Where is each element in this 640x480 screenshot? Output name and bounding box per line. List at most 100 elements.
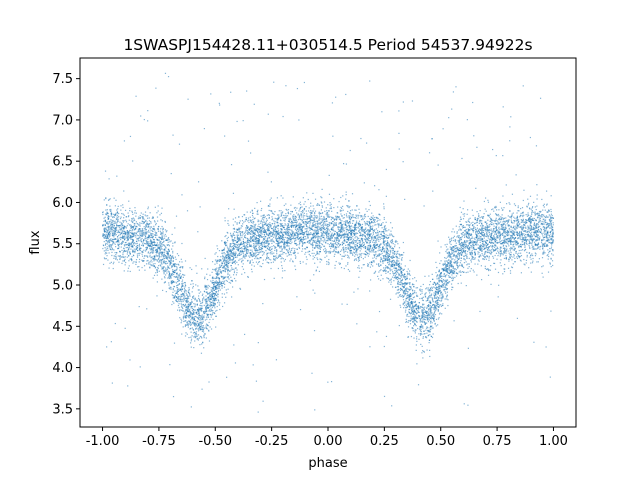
- data-point: [113, 230, 115, 232]
- data-point: [258, 249, 260, 251]
- data-point: [448, 265, 450, 267]
- data-point: [476, 230, 478, 233]
- data-point: [102, 223, 104, 226]
- data-point: [242, 251, 244, 253]
- data-point: [263, 244, 265, 246]
- data-point: [457, 261, 459, 264]
- data-point: [153, 265, 155, 267]
- data-point: [129, 232, 132, 234]
- data-point: [142, 242, 144, 244]
- data-point: [204, 299, 206, 302]
- data-point: [339, 229, 341, 231]
- data-point: [496, 240, 498, 242]
- data-point: [130, 258, 132, 260]
- data-point: [246, 248, 248, 251]
- data-point: [313, 224, 316, 226]
- data-point: [380, 256, 382, 259]
- data-point: [181, 266, 183, 268]
- data-point: [215, 299, 217, 301]
- data-point: [541, 232, 543, 234]
- data-point: [363, 229, 365, 231]
- data-point: [191, 291, 193, 293]
- data-point: [224, 259, 226, 262]
- data-point: [109, 222, 111, 224]
- data-point: [190, 338, 193, 340]
- data-point: [358, 267, 360, 269]
- data-point: [455, 225, 457, 227]
- data-point: [145, 225, 147, 228]
- data-point: [346, 220, 348, 223]
- data-point: [321, 234, 323, 236]
- data-point: [321, 205, 323, 207]
- data-point: [128, 237, 130, 239]
- data-point: [428, 152, 431, 154]
- data-point: [159, 230, 161, 232]
- data-point: [527, 231, 529, 233]
- data-point: [111, 220, 113, 222]
- data-point: [399, 267, 401, 269]
- data-point: [280, 241, 282, 244]
- data-point: [126, 235, 128, 237]
- data-point: [285, 228, 287, 231]
- data-point: [257, 225, 259, 227]
- data-point: [197, 338, 199, 340]
- data-point: [336, 215, 338, 218]
- data-point: [523, 235, 526, 237]
- data-point: [471, 228, 473, 231]
- data-point: [481, 247, 483, 249]
- data-point: [552, 224, 554, 226]
- data-point: [551, 228, 553, 230]
- data-point: [472, 256, 474, 259]
- data-point: [442, 264, 444, 266]
- data-point: [280, 245, 282, 247]
- data-point: [466, 257, 468, 259]
- data-point: [533, 201, 535, 203]
- data-point: [123, 214, 125, 216]
- data-point: [268, 258, 270, 260]
- data-point: [252, 253, 254, 255]
- data-point: [179, 300, 181, 303]
- data-point: [389, 245, 391, 247]
- data-point: [166, 250, 168, 252]
- data-point: [133, 250, 135, 252]
- data-point: [249, 211, 252, 213]
- data-point: [193, 309, 195, 311]
- data-point: [256, 230, 258, 232]
- data-point: [268, 262, 270, 264]
- data-point: [383, 203, 385, 205]
- data-point: [429, 281, 432, 283]
- data-point: [213, 299, 215, 302]
- data-point: [354, 255, 356, 257]
- data-point: [219, 280, 221, 282]
- data-point: [412, 317, 414, 320]
- data-point: [360, 227, 362, 229]
- data-point: [227, 267, 229, 269]
- data-point: [398, 247, 401, 249]
- data-point: [144, 226, 147, 228]
- data-point: [260, 230, 262, 232]
- data-point: [317, 246, 319, 248]
- data-point: [505, 246, 508, 248]
- data-point: [426, 349, 428, 351]
- data-point: [111, 221, 113, 223]
- data-point: [432, 318, 435, 321]
- data-point: [299, 214, 301, 216]
- data-point: [266, 261, 268, 263]
- data-point: [178, 264, 180, 266]
- data-point: [180, 306, 183, 308]
- data-point: [252, 239, 254, 241]
- data-point: [551, 230, 553, 232]
- data-point: [537, 239, 539, 241]
- data-point: [434, 304, 436, 306]
- data-point: [232, 259, 235, 261]
- data-point: [310, 227, 312, 229]
- data-point: [444, 285, 447, 287]
- data-point: [405, 320, 408, 323]
- data-point: [320, 225, 322, 227]
- data-point: [445, 268, 447, 270]
- data-point: [550, 239, 552, 241]
- data-point: [198, 328, 200, 330]
- data-point: [316, 217, 318, 219]
- data-point: [189, 312, 191, 314]
- data-point: [139, 225, 141, 227]
